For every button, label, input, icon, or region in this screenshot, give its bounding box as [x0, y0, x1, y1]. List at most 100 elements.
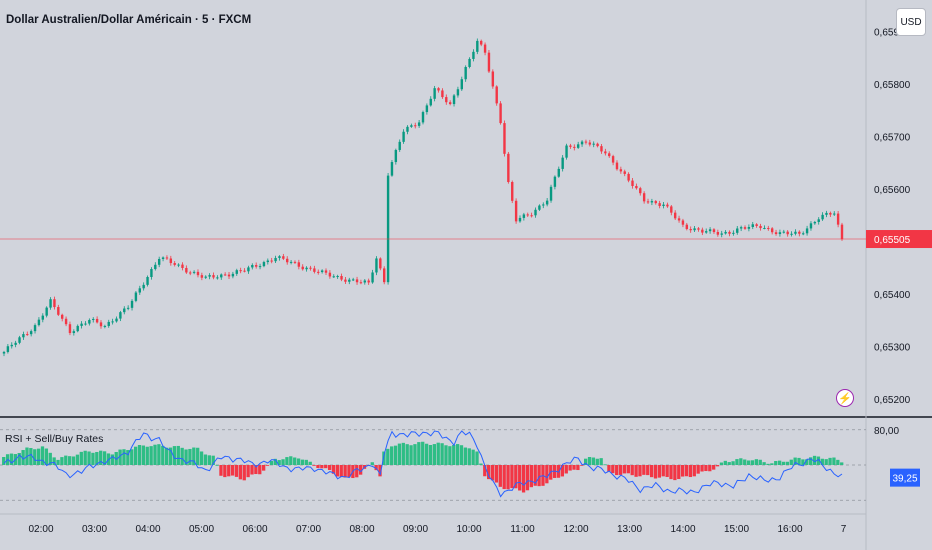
candle-body [802, 233, 805, 235]
candle-body [115, 318, 118, 322]
histogram-bar [2, 457, 6, 465]
candle-body [809, 223, 813, 229]
candle-body [786, 231, 789, 235]
histogram-bar [785, 461, 790, 465]
candle-body [693, 228, 696, 231]
histogram-bar [230, 465, 235, 476]
histogram-bar [79, 451, 83, 465]
time-tick-label: 09:00 [403, 524, 428, 535]
candle-body [658, 203, 661, 206]
candle-body [763, 227, 766, 229]
lightning-icon[interactable]: ⚡ [836, 389, 854, 407]
candle-body [701, 229, 704, 233]
histogram-bar [564, 465, 568, 474]
histogram-bar [735, 459, 739, 465]
histogram-bar [149, 446, 153, 465]
histogram-bar [793, 457, 797, 465]
candle-body [351, 279, 355, 281]
histogram-bar [669, 465, 673, 480]
histogram-bar [29, 448, 33, 465]
histogram-bar [506, 465, 510, 490]
candle-body [833, 213, 836, 215]
candle-body [181, 264, 184, 268]
candle-body [588, 142, 592, 145]
candle-body [456, 89, 460, 96]
candle-body [670, 206, 673, 213]
histogram-bar [684, 465, 689, 477]
candle-body [355, 279, 359, 283]
histogram-bar [312, 465, 316, 466]
candle-body [348, 279, 351, 282]
histogram-bar [370, 462, 374, 465]
histogram-bar [836, 459, 840, 465]
histogram-bar [556, 465, 561, 478]
candle-body [526, 214, 529, 216]
candle-body [534, 209, 537, 216]
histogram-bar [91, 452, 95, 465]
histogram-bar [521, 465, 526, 493]
candle-body [107, 321, 110, 326]
histogram-bar [428, 444, 433, 465]
candle-body [212, 275, 215, 278]
candle-body [138, 288, 141, 293]
histogram-bar [122, 449, 126, 465]
candle-body [821, 214, 824, 220]
candle-body [99, 322, 103, 327]
histogram-bar [816, 456, 821, 465]
candle-body [445, 97, 448, 103]
histogram-bar [374, 465, 378, 471]
histogram-bar [409, 445, 413, 465]
candle-body [266, 260, 270, 263]
candle-body [185, 267, 188, 273]
histogram-bar [719, 462, 724, 465]
histogram-bar [440, 443, 444, 465]
candle-body [767, 227, 770, 229]
candle-body [681, 220, 685, 225]
histogram-bar [161, 445, 165, 465]
histogram-bar [68, 456, 72, 465]
candle-body [37, 319, 41, 326]
candle-body [724, 231, 727, 234]
candle-body [123, 308, 126, 313]
time-tick-label: 10:00 [456, 524, 481, 535]
histogram-bar [444, 445, 448, 465]
candle-body [363, 280, 367, 283]
candle-body [200, 275, 204, 278]
histogram-bar [133, 446, 138, 465]
candle-body [371, 272, 374, 283]
histogram-bar [289, 456, 293, 465]
histogram-bar [413, 444, 417, 465]
histogram-bar [673, 465, 677, 481]
histogram-bar [626, 465, 630, 474]
candle-body [309, 267, 312, 269]
histogram-bar [300, 459, 305, 465]
candle-body [297, 262, 301, 267]
histogram-bar [777, 460, 782, 465]
currency-button[interactable]: USD [896, 8, 926, 36]
price-tick-label: 0,65900 [874, 28, 911, 39]
histogram-bar [304, 459, 308, 465]
candle-body [646, 201, 650, 203]
histogram-bar [801, 459, 805, 465]
candle-body [499, 103, 502, 124]
candle-body [270, 260, 273, 262]
candle-body [755, 224, 758, 226]
candle-body [689, 229, 692, 231]
candle-body [394, 149, 398, 163]
histogram-bar [95, 451, 99, 465]
candle-body [654, 201, 657, 204]
rsi-value-label: 39,25 [892, 474, 917, 485]
candle-body [736, 228, 739, 233]
histogram-bar [622, 465, 627, 474]
histogram-bar [812, 455, 817, 465]
histogram-bar [471, 449, 475, 465]
histogram-bar [607, 465, 611, 472]
candle-body [631, 180, 634, 186]
histogram-bar [110, 454, 114, 465]
histogram-bar [199, 451, 204, 465]
candle-body [126, 307, 130, 309]
candle-body [161, 257, 165, 259]
histogram-bar [479, 463, 483, 465]
